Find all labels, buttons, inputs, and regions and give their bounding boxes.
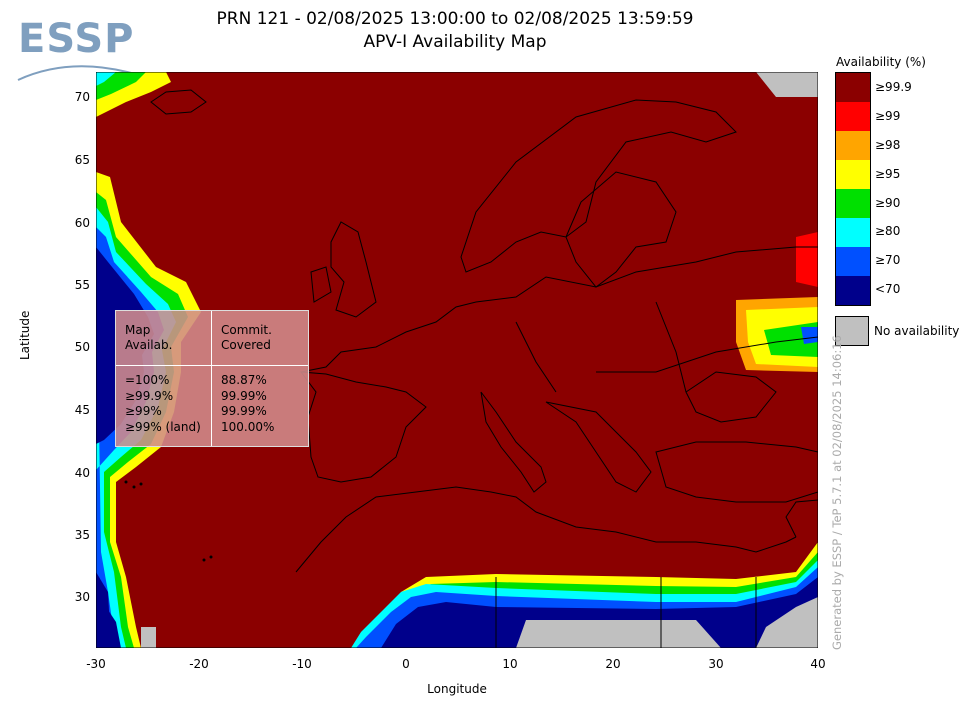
no-availability-label: No availability: [874, 324, 960, 338]
logo-swoosh: [17, 65, 136, 81]
generation-note: Generated by ESSP / TeP 5.7.1 at 02/08/2…: [830, 335, 844, 650]
legend-swatch: [836, 189, 870, 218]
band-navy-south: [381, 577, 818, 648]
x-tick: -10: [292, 657, 312, 671]
legend-label: ≥95: [875, 167, 901, 181]
stats-table: Map Availab. Commit. Covered =100% ≥99.9…: [115, 310, 309, 447]
y-tick: 45: [74, 403, 90, 417]
y-tick: 60: [74, 216, 90, 230]
x-tick: 0: [402, 657, 410, 671]
y-tick: 65: [74, 153, 90, 167]
stats-rows-covered: 88.87% 99.99% 99.99% 100.00%: [221, 373, 275, 434]
x-tick: 30: [708, 657, 724, 671]
stats-header-availability: Map Availab.: [125, 323, 173, 352]
color-legend: [835, 72, 871, 306]
legend-swatch: [836, 73, 870, 102]
legend-swatch: [836, 102, 870, 131]
islands: [124, 480, 213, 562]
y-axis-label: Latitude: [18, 310, 32, 360]
legend-label: ≥99: [875, 109, 901, 123]
x-tick: -30: [86, 657, 106, 671]
legend-swatch: [836, 131, 870, 160]
chart-title: PRN 121 - 02/08/2025 13:00:00 to 02/08/2…: [150, 8, 760, 54]
stats-rows-availability: =100% ≥99.9% ≥99% ≥99% (land): [125, 373, 201, 434]
legend-swatch: [836, 247, 870, 276]
x-tick: -20: [189, 657, 209, 671]
essp-logo: ESSP: [10, 8, 140, 83]
x-tick: 10: [502, 657, 518, 671]
no-availability-south: [516, 620, 721, 648]
legend-swatch: [836, 218, 870, 247]
legend-swatch: [836, 160, 870, 189]
legend-label: ≥90: [875, 196, 901, 210]
coastlines: [150, 89, 818, 648]
y-tick: 30: [74, 590, 90, 604]
x-axis-label: Longitude: [427, 682, 487, 696]
title-line-2: APV-I Availability Map: [363, 32, 547, 52]
legend-label: <70: [875, 282, 901, 296]
y-tick: 70: [74, 90, 90, 104]
legend-label: ≥70: [875, 253, 901, 267]
logo-text: ESSP: [18, 16, 135, 62]
legend-title: Availability (%): [836, 55, 926, 69]
y-tick: 50: [74, 340, 90, 354]
no-availability-ne: [756, 72, 818, 97]
legend-label: ≥80: [875, 224, 901, 238]
y-tick: 35: [74, 528, 90, 542]
legend-label: ≥99.9: [875, 80, 912, 94]
title-line-1: PRN 121 - 02/08/2025 13:00:00 to 02/08/2…: [216, 9, 694, 29]
x-tick: 20: [605, 657, 621, 671]
x-tick: 40: [810, 657, 826, 671]
y-tick: 55: [74, 278, 90, 292]
legend-swatch: [836, 276, 870, 305]
stats-header-covered: Commit. Covered: [221, 323, 272, 352]
y-tick: 40: [74, 466, 90, 480]
no-availability-swatch: [835, 316, 869, 346]
legend-label: ≥98: [875, 138, 901, 152]
